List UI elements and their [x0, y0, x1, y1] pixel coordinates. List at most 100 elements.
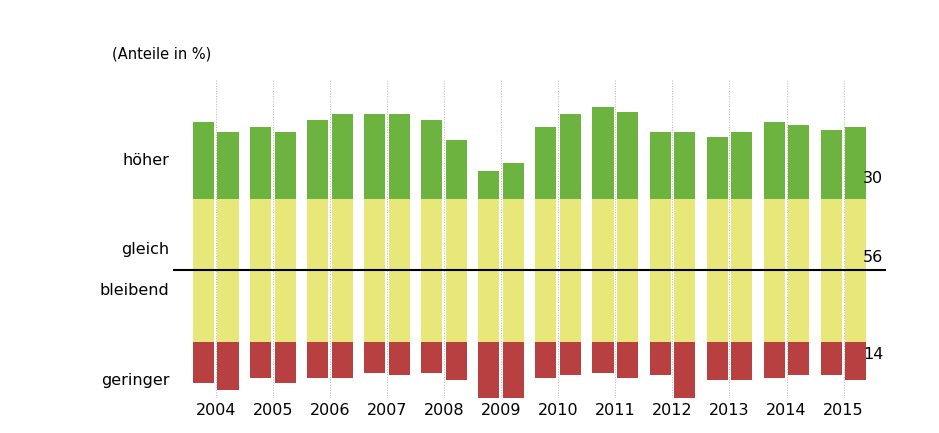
Bar [331, 199, 353, 270]
Bar [250, 127, 271, 199]
Bar [364, 342, 385, 372]
Bar [250, 199, 271, 270]
Bar [535, 270, 557, 342]
Bar [422, 270, 442, 342]
Bar [478, 171, 500, 199]
Bar [821, 130, 842, 199]
Bar [478, 270, 500, 342]
Bar [845, 342, 867, 380]
Bar [274, 199, 296, 270]
Bar [821, 342, 842, 375]
Bar [535, 342, 557, 378]
Bar [389, 342, 409, 375]
Bar [503, 342, 524, 419]
Text: (Anteile in %): (Anteile in %) [113, 47, 211, 61]
Bar [763, 122, 785, 199]
Bar [788, 342, 809, 375]
Bar [218, 270, 239, 342]
Bar [845, 199, 867, 270]
Bar [593, 107, 613, 199]
Bar [845, 127, 867, 199]
Bar [192, 122, 214, 199]
Bar [192, 270, 214, 342]
Bar [422, 199, 442, 270]
Bar [535, 199, 557, 270]
Bar [560, 270, 581, 342]
Bar [731, 132, 752, 199]
Text: 56: 56 [863, 250, 883, 265]
Bar [788, 270, 809, 342]
Bar [674, 270, 695, 342]
Bar [707, 270, 728, 342]
Bar [845, 270, 867, 342]
Bar [821, 199, 842, 270]
Text: 14: 14 [863, 347, 883, 362]
Bar [364, 199, 385, 270]
Bar [650, 270, 670, 342]
Bar [478, 342, 500, 433]
Bar [560, 199, 581, 270]
Bar [763, 270, 785, 342]
Bar [331, 114, 353, 199]
Bar [788, 125, 809, 199]
Text: bleibend: bleibend [100, 283, 169, 298]
Bar [503, 163, 524, 199]
Bar [478, 199, 500, 270]
Text: gleich: gleich [121, 242, 169, 257]
Bar [307, 199, 328, 270]
Bar [422, 342, 442, 372]
Bar [307, 270, 328, 342]
Bar [731, 199, 752, 270]
Bar [560, 342, 581, 375]
Bar [250, 342, 271, 378]
Bar [218, 132, 239, 199]
Bar [274, 342, 296, 383]
Bar [503, 199, 524, 270]
Bar [218, 199, 239, 270]
Text: geringer: geringer [100, 373, 169, 388]
Bar [763, 342, 785, 378]
Bar [274, 132, 296, 199]
Bar [218, 342, 239, 391]
Bar [192, 342, 214, 383]
Bar [446, 199, 467, 270]
Bar [593, 342, 613, 372]
Bar [364, 114, 385, 199]
Bar [560, 114, 581, 199]
Bar [617, 199, 639, 270]
Bar [731, 342, 752, 380]
Bar [650, 132, 670, 199]
Bar [674, 132, 695, 199]
Bar [593, 270, 613, 342]
Bar [821, 270, 842, 342]
Bar [446, 270, 467, 342]
Bar [446, 342, 467, 380]
Bar [446, 140, 467, 199]
Bar [503, 270, 524, 342]
Bar [389, 270, 409, 342]
Bar [274, 270, 296, 342]
Bar [389, 114, 409, 199]
Bar [593, 199, 613, 270]
Bar [707, 199, 728, 270]
Bar [763, 199, 785, 270]
Bar [617, 112, 639, 199]
Bar [674, 199, 695, 270]
Bar [307, 342, 328, 378]
Bar [707, 342, 728, 380]
Text: 30: 30 [863, 171, 883, 186]
Bar [650, 199, 670, 270]
Bar [650, 342, 670, 375]
Bar [389, 199, 409, 270]
Bar [731, 270, 752, 342]
Bar [307, 120, 328, 199]
Bar [617, 342, 639, 378]
Bar [674, 342, 695, 398]
Bar [707, 137, 728, 199]
Bar [331, 270, 353, 342]
Bar [364, 270, 385, 342]
Bar [788, 199, 809, 270]
Bar [422, 120, 442, 199]
Bar [331, 342, 353, 378]
Bar [617, 270, 639, 342]
